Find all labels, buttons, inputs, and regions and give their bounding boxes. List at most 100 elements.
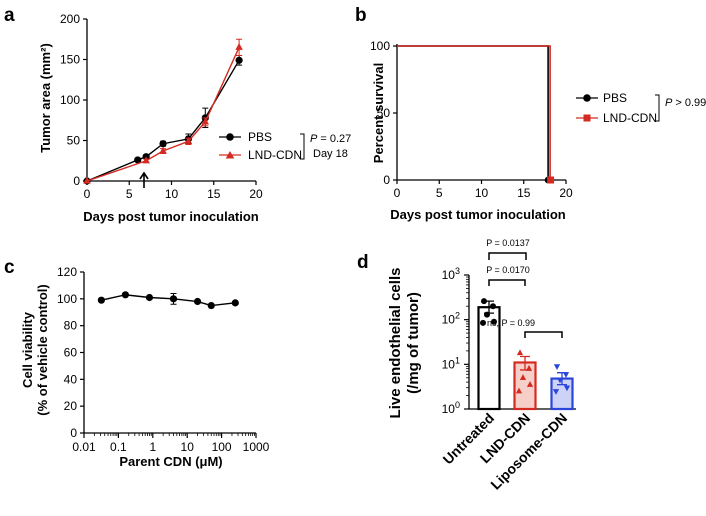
data-point-untreated xyxy=(484,311,490,318)
y-tick-label: 20 xyxy=(64,399,78,413)
data-point-lnd-cdn xyxy=(201,117,210,125)
panel-b-axes xyxy=(396,44,566,181)
y-tick-label: 50 xyxy=(67,134,81,148)
panel-b-x-label: Days post tumor inoculation xyxy=(390,207,566,222)
data-point-untreated xyxy=(491,318,497,325)
panel-b-survival: 0 5 10 15 20 0 50 100 Days post tumor inoculat… xyxy=(370,39,706,222)
panel-label-b: b xyxy=(355,5,367,26)
panel-a-legend: PBS LND-CDN xyxy=(219,130,302,162)
panel-b-x-ticks: 0 5 10 15 20 xyxy=(394,180,573,200)
panel-b-p-value: P > 0.99 xyxy=(665,97,706,109)
data-point xyxy=(231,299,239,307)
data-point-liposome-cdn xyxy=(562,372,570,378)
panel-d-y-label-line1: Live endothelial cells xyxy=(387,268,404,419)
data-point-untreated xyxy=(481,298,487,305)
data-point-liposome-cdn xyxy=(556,377,564,384)
panel-c-y-ticks: 0 20 40 60 80 100 120 xyxy=(57,265,84,440)
panel-c-axes xyxy=(83,272,256,434)
panel-a-series xyxy=(83,38,243,185)
y-tick-label: 60 xyxy=(64,346,78,360)
panel-a-x-ticks: 0 5 10 15 20 xyxy=(84,181,263,201)
x-tick-label: 15 xyxy=(207,187,221,201)
legend-b-pbs-marker xyxy=(583,94,591,102)
x-tick-label: 1 xyxy=(149,440,156,454)
data-point-lnd-cdn xyxy=(142,156,150,164)
y-tick-label: 102 xyxy=(442,311,460,327)
x-tick-label: 5 xyxy=(436,186,443,200)
data-point-pbs xyxy=(159,140,167,148)
series-line-lnd-cdn xyxy=(86,47,240,182)
panel-d-bracket-2 xyxy=(488,279,526,286)
data-point-untreated xyxy=(490,303,496,310)
panel-b-legend: PBS LND-CDN xyxy=(576,91,657,125)
x-tick-label: 10 xyxy=(475,186,489,200)
panel-b-y-ticks: 0 50 100 xyxy=(370,39,397,187)
panel-c-x-label: Parent CDN (μM) xyxy=(119,454,222,469)
panel-d-comparison-3: ns, P = 0.99 xyxy=(487,318,535,328)
data-point-lnd-cdn xyxy=(526,381,534,387)
x-tick-label: 0.01 xyxy=(72,440,96,454)
data-point-lnd-cdn xyxy=(184,137,193,144)
x-tick-label: 100 xyxy=(212,440,232,454)
data-point-lnd-cdn xyxy=(83,176,91,184)
data-point xyxy=(97,296,105,304)
y-tick-label: 100 xyxy=(57,292,77,306)
panel-c-cell-viability: 0.01 0.1 1 10 100 1000 0 20 40 60 80 100 120 Parent… xyxy=(20,265,270,469)
panel-a-tumor-growth: 0 5 10 15 20 0 50 100 150 200 Days post tumor in… xyxy=(38,12,351,224)
data-point-lnd-cdn xyxy=(515,387,523,394)
panel-a-y-label: Tumor area (mm²) xyxy=(38,43,53,153)
y-tick-label: 120 xyxy=(57,265,77,279)
survival-curve-pbs xyxy=(397,45,549,180)
survival-curve-lnd-cdn xyxy=(397,45,551,180)
data-point xyxy=(121,291,130,299)
panel-c-y-label-line2: (% of vehicle control) xyxy=(35,284,50,415)
y-tick-label: 100 xyxy=(60,93,80,107)
x-tick-label: 20 xyxy=(559,186,573,200)
series-line-pbs xyxy=(86,59,240,182)
y-tick-label: 100 xyxy=(442,400,460,416)
data-point-pbs xyxy=(134,156,142,164)
legend-lnd-marker xyxy=(225,151,235,159)
data-point xyxy=(193,297,202,306)
panel-a-x-label: Days post tumor inoculation xyxy=(83,209,259,224)
legend-b-lnd-label: LND-CDN xyxy=(603,111,657,125)
panel-a-p-value: P = 0.27 xyxy=(310,133,351,145)
panel-c-series xyxy=(97,291,239,310)
panel-d-endothelial-cells: 100 101 102 103 UntreatedLND-CDNLiposome-CD… xyxy=(387,238,576,493)
data-point-lnd-cdn xyxy=(235,43,243,50)
y-tick-label: 40 xyxy=(64,372,78,386)
panel-b-stat-bracket xyxy=(655,94,660,122)
panel-d-bracket-3 xyxy=(524,331,563,338)
y-tick-label: 0 xyxy=(73,174,80,188)
y-tick-label: 80 xyxy=(64,319,78,333)
panel-label-d: d xyxy=(357,252,369,273)
panel-a-y-ticks: 0 50 100 150 200 xyxy=(60,12,87,188)
data-point-liposome-cdn xyxy=(552,389,560,395)
panel-a-stat-bracket xyxy=(300,133,305,160)
panel-d-bracket-1 xyxy=(488,252,527,260)
x-tick-label: 1000 xyxy=(243,440,270,454)
x-tick-label: 0 xyxy=(84,187,91,201)
data-point-lnd-cdn xyxy=(525,365,533,371)
legend-pbs-label: PBS xyxy=(248,130,272,144)
panel-label-c: c xyxy=(4,257,15,278)
data-point-lnd-cdn xyxy=(159,146,167,154)
panel-a-treatment-arrow xyxy=(139,171,149,188)
data-point-lnd-cdn xyxy=(516,349,524,356)
y-tick-label: 103 xyxy=(442,266,460,282)
data-point-untreated xyxy=(480,319,486,326)
x-tick-label: 0 xyxy=(394,186,401,200)
viability-line xyxy=(101,294,236,307)
panel-d-comparison-2: P = 0.0170 xyxy=(486,265,530,275)
legend-lnd-label: LND-CDN xyxy=(248,148,302,162)
x-tick-label: 20 xyxy=(249,187,263,201)
panel-d-y-label-line2: (/mg of tumor) xyxy=(405,292,422,394)
x-tick-label: 0.1 xyxy=(110,440,127,454)
panel-label-a: a xyxy=(4,5,15,26)
panel-d-y-ticks: 100 101 102 103 xyxy=(442,266,469,416)
data-point xyxy=(169,295,178,303)
y-tick-label: 0 xyxy=(70,426,77,440)
y-tick-label: 150 xyxy=(60,53,80,67)
data-point-lnd-cdn xyxy=(519,374,527,380)
